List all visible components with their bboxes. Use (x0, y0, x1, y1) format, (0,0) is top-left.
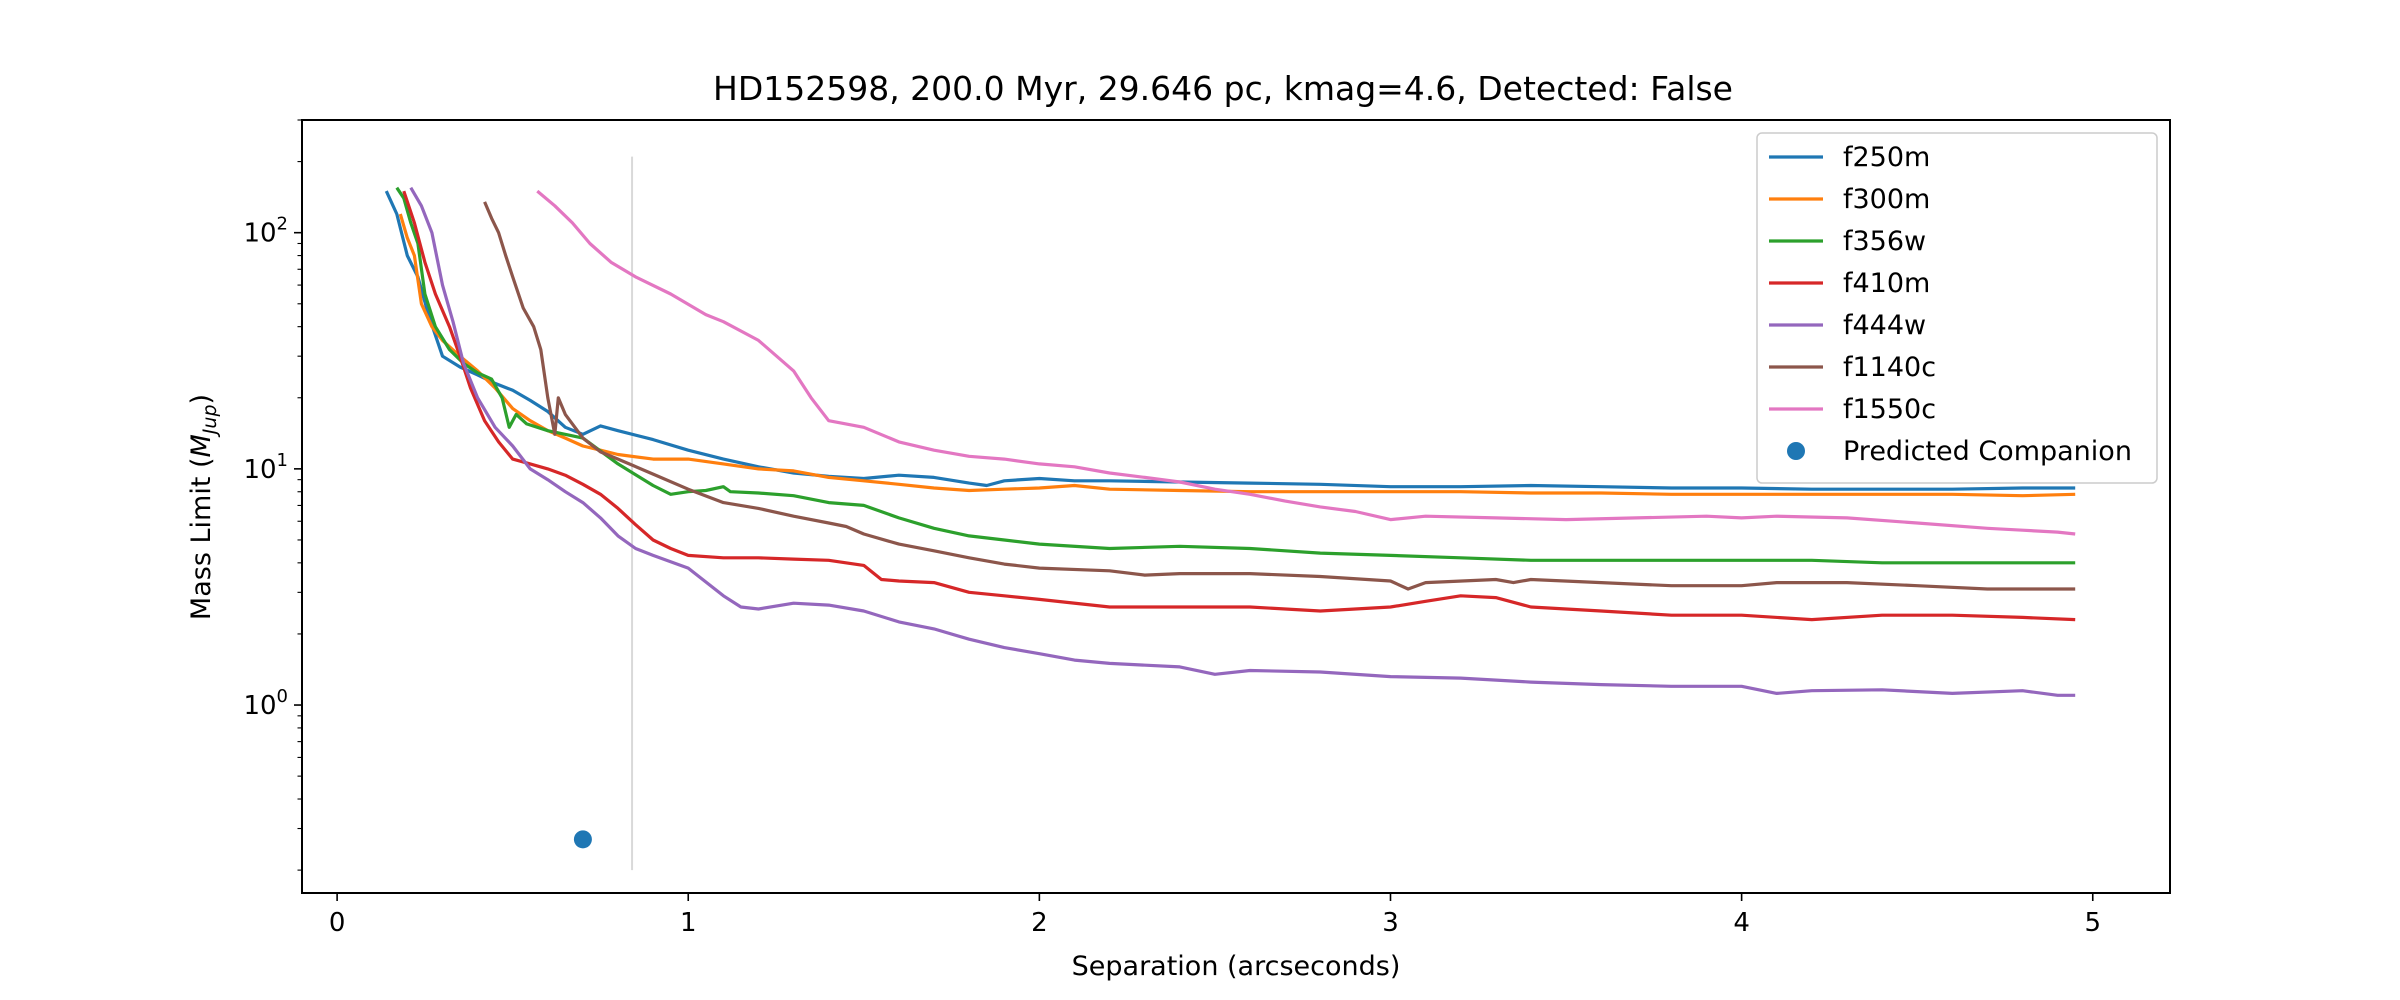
y-tick-label: 100 (243, 686, 288, 721)
plot-area (384, 156, 2076, 871)
x-axis-label: Separation (arcseconds) (1072, 951, 1401, 982)
series-line-f1140c (483, 201, 2076, 591)
x-tick-label: 1 (680, 908, 697, 938)
y-axis-label-subscript: Jup (199, 404, 221, 438)
legend: f250m f300m f356w f410m f444w f1140c f1550c Pre… (1756, 132, 2158, 484)
y-axis-label: Mass Limit (MJup) (186, 394, 221, 620)
y-axis-label-close: ) (186, 394, 217, 405)
y-axis-ticks: 100 101 102 (243, 119, 302, 871)
legend-label-f444w: f444w (1843, 310, 1926, 341)
predicted-companion-point (573, 830, 592, 849)
legend-label-f1550c: f1550c (1843, 394, 1936, 425)
legend-label-f300m: f300m (1843, 184, 1930, 215)
y-tick-label: 102 (243, 214, 288, 249)
legend-label-f356w: f356w (1843, 226, 1926, 257)
x-tick-label: 3 (1382, 908, 1399, 938)
legend-label-f410m: f410m (1843, 268, 1930, 299)
x-axis-ticks: 0 1 2 3 4 5 (329, 893, 2101, 938)
legend-label-predicted-companion: Predicted Companion (1843, 436, 2132, 467)
y-tick-label: 101 (243, 450, 288, 485)
series-line-f356w (395, 186, 2076, 565)
y-axis-label-symbol: M (186, 434, 217, 457)
legend-label-f250m: f250m (1843, 142, 1930, 173)
series-line-f444w (409, 186, 2076, 697)
y-axis-label-text: Mass Limit ( (186, 457, 217, 620)
series-line-f410m (402, 190, 2076, 622)
legend-box (1756, 132, 2158, 484)
x-tick-label: 5 (2084, 908, 2101, 938)
x-tick-label: 2 (1031, 908, 1048, 938)
x-tick-label: 0 (329, 908, 346, 938)
legend-label-f1140c: f1140c (1843, 352, 1936, 383)
axes-frame (301, 119, 2171, 894)
series-line-f1550c (536, 189, 2076, 536)
legend-swatch-predicted-companion (1787, 442, 1805, 460)
chart-title: HD152598, 200.0 Myr, 29.646 pc, kmag=4.6… (713, 69, 1733, 108)
x-tick-label: 4 (1733, 908, 1750, 938)
